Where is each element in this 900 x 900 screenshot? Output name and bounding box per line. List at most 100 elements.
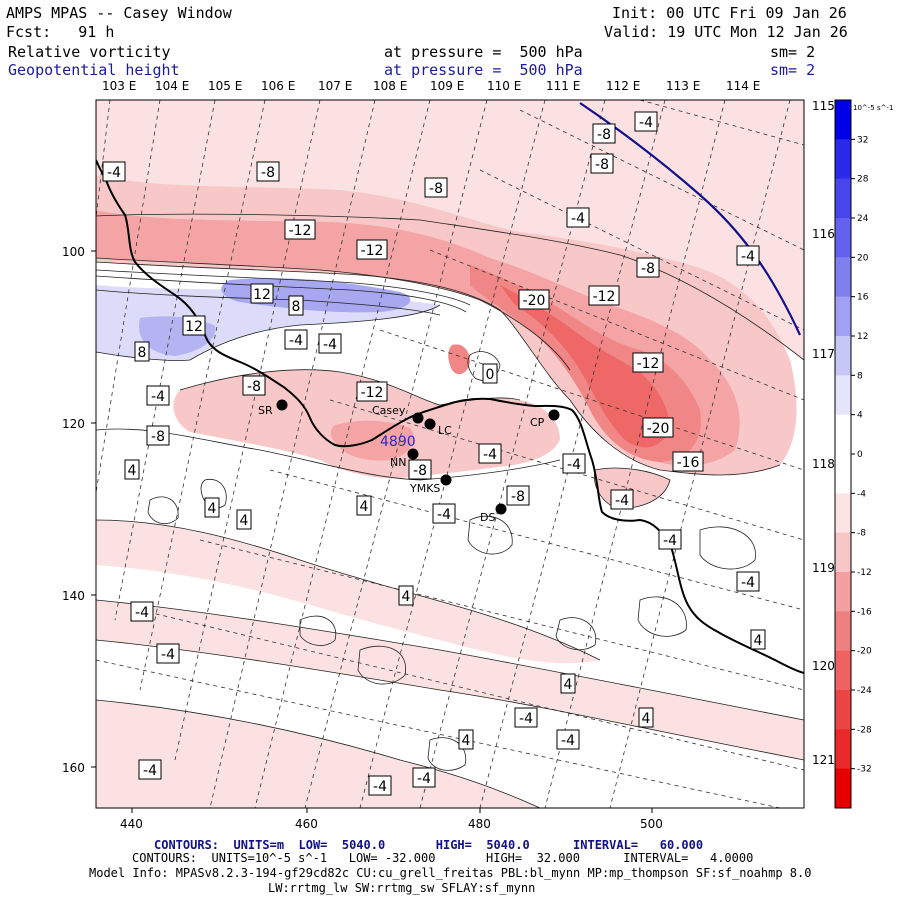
contour-label-box bbox=[356, 239, 388, 260]
contour-label-box bbox=[256, 161, 280, 182]
vort-contour-info: CONTOURS: UNITS=10^-5 s^-1 LOW= -32.000 … bbox=[132, 851, 754, 865]
contour-label: -4 bbox=[741, 249, 755, 265]
contour-label: 12 bbox=[253, 287, 271, 303]
contour-label: -12 bbox=[593, 289, 616, 305]
colorbar-swatch bbox=[835, 336, 851, 376]
station-dot bbox=[440, 474, 452, 486]
contour-label: -4 bbox=[417, 771, 431, 787]
contour-label: -4 bbox=[571, 211, 585, 227]
colorbar-swatch bbox=[835, 650, 851, 691]
contour-label-box bbox=[634, 111, 658, 132]
contour-label-box bbox=[284, 219, 316, 240]
height-contour-label: 4890 bbox=[380, 434, 416, 450]
y-tick-label: 100 bbox=[62, 245, 85, 259]
contour-label-box bbox=[102, 161, 126, 182]
field2-smooth: sm= 2 bbox=[770, 61, 816, 79]
contour-label-box bbox=[638, 707, 654, 728]
contour-label: -20 bbox=[647, 421, 670, 437]
contour-label-box bbox=[134, 341, 150, 362]
contour-label-box bbox=[560, 673, 576, 694]
colorbar-tick-label: -20 bbox=[857, 647, 872, 657]
contour-label-box bbox=[124, 459, 140, 480]
lon-label: 113 E bbox=[666, 79, 700, 93]
contour-label: -4 bbox=[639, 115, 653, 131]
contour-label-box bbox=[556, 729, 580, 750]
model-title: AMPS MPAS -- Casey Window bbox=[6, 4, 232, 22]
vort-fill-small-red bbox=[448, 344, 470, 375]
colorbar-tick-label: -28 bbox=[857, 725, 872, 735]
contour-label: -12 bbox=[361, 243, 384, 259]
x-tick-label: 480 bbox=[468, 817, 491, 831]
contour-label-box bbox=[736, 245, 760, 266]
forecast-hour: Fcst: 91 h bbox=[6, 23, 115, 41]
colorbar-swatch bbox=[835, 572, 851, 612]
contour-label-box bbox=[518, 289, 550, 310]
contour-label-box bbox=[458, 729, 474, 750]
contour-label: -4 bbox=[289, 333, 303, 349]
contour-label: 4 bbox=[754, 633, 763, 649]
contour-label-box bbox=[432, 503, 456, 524]
contour-label: -4 bbox=[107, 165, 121, 181]
field1-name: Relative vorticity bbox=[8, 43, 171, 61]
axis-ticks bbox=[91, 250, 653, 813]
lon-label: 104 E bbox=[155, 79, 189, 93]
contour-label: -8 bbox=[511, 489, 525, 505]
station-dot bbox=[412, 412, 424, 424]
contour-label: -4 bbox=[663, 533, 677, 549]
contour-label: -4 bbox=[615, 493, 629, 509]
lon-label: 111 E bbox=[546, 79, 580, 93]
colorbar-swatch bbox=[835, 729, 851, 770]
colorbar-swatch bbox=[835, 493, 851, 534]
model-info: Model Info: MPASv8.2.3-194-gf29cd82c CU:… bbox=[89, 866, 812, 880]
contour-label-box bbox=[412, 767, 436, 788]
contour-label: -4 bbox=[483, 447, 497, 463]
colorbar-tick-label: 24 bbox=[857, 214, 869, 224]
contour-label: -20 bbox=[523, 293, 546, 309]
contour-label: 4 bbox=[564, 677, 573, 693]
station-label: LC bbox=[438, 424, 452, 437]
contour-label-box bbox=[590, 153, 614, 174]
vort-fill-mid-streak bbox=[96, 520, 600, 664]
contour-label-box bbox=[288, 295, 304, 316]
contour-label-box bbox=[242, 375, 266, 396]
contour-label: -12 bbox=[361, 385, 384, 401]
colorbar-swatch bbox=[835, 178, 851, 219]
lon-label: 106 E bbox=[261, 79, 295, 93]
contour-label: -4 bbox=[143, 763, 157, 779]
colorbar-tick-label: -4 bbox=[857, 489, 866, 499]
contour-label-box bbox=[284, 329, 308, 350]
contour-label: -4 bbox=[323, 337, 337, 353]
x-tick-label: 440 bbox=[120, 817, 143, 831]
colorbar-unit: 10^-5 s^-1 bbox=[853, 104, 893, 112]
colorbar-tick-label: -8 bbox=[857, 529, 866, 539]
contour-label-box bbox=[672, 451, 704, 472]
station-dot bbox=[407, 448, 419, 460]
contour-label-box bbox=[368, 775, 392, 796]
contour-label: 4 bbox=[462, 733, 471, 749]
contour-label-box bbox=[356, 381, 388, 402]
contour-label-box bbox=[156, 643, 180, 664]
contour-label-box bbox=[632, 352, 664, 373]
contour-label-box bbox=[356, 495, 372, 516]
contour-label: -4 bbox=[135, 605, 149, 621]
contour-label-box bbox=[146, 385, 170, 406]
contour-label-box bbox=[250, 283, 274, 304]
colorbar-swatch bbox=[835, 690, 851, 730]
contour-label-box bbox=[750, 629, 766, 650]
contour-label-box bbox=[514, 707, 538, 728]
contour-label: -4 bbox=[561, 733, 575, 749]
field2-level: at pressure = 500 hPa bbox=[384, 61, 583, 79]
vort-contour-lines bbox=[96, 213, 804, 808]
colorbar-tick-label: 20 bbox=[857, 253, 869, 263]
contour-label-box bbox=[204, 497, 220, 518]
field1-level: at pressure = 500 hPa bbox=[384, 43, 583, 61]
colorbar-swatch bbox=[835, 257, 851, 298]
contour-label: -4 bbox=[437, 507, 451, 523]
contour-label-box bbox=[182, 315, 206, 336]
contour-label: -4 bbox=[741, 575, 755, 591]
plot-frame bbox=[95, 99, 805, 809]
colorbar-tick-label: 12 bbox=[857, 332, 868, 342]
contour-label-box bbox=[146, 425, 170, 446]
contour-label-box bbox=[658, 529, 682, 550]
